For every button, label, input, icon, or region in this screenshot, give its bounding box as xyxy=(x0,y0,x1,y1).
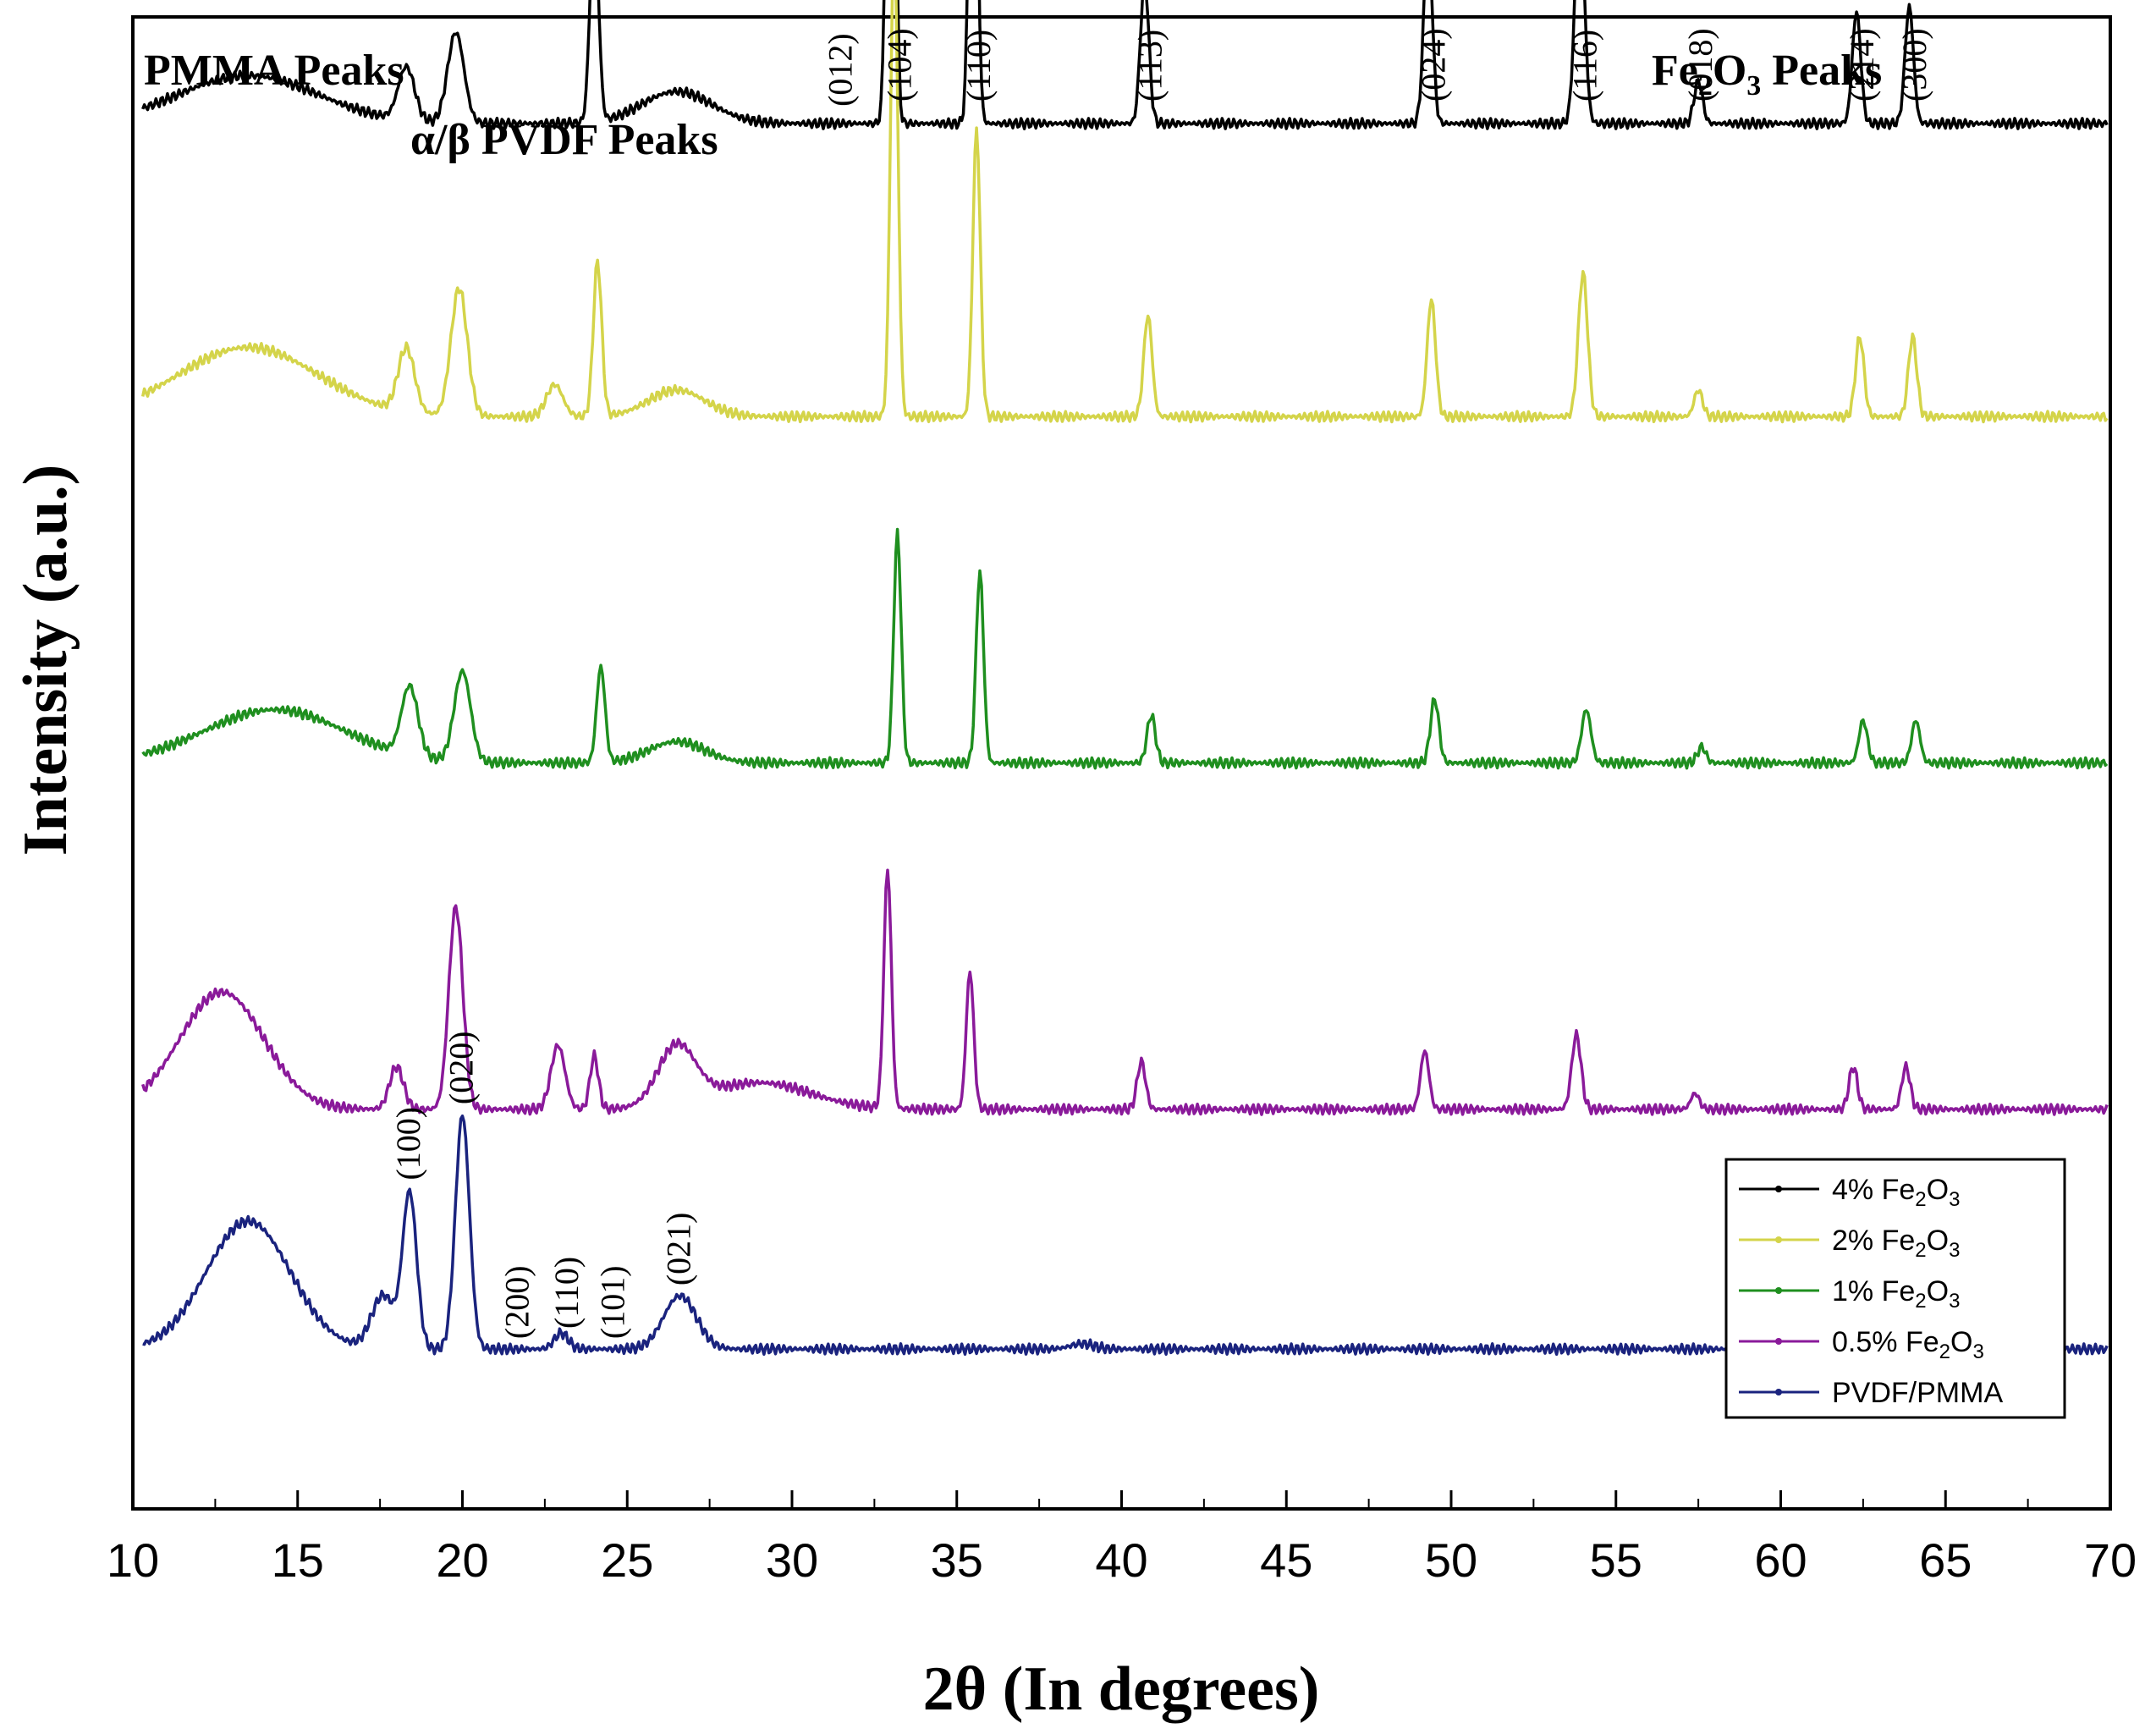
x-tick-label-2: 20 xyxy=(436,1533,488,1587)
fe2o3-peak-label-4: (024) xyxy=(1415,28,1453,102)
legend: 4% Fe2O3 2% Fe2O3 1% Fe2O3 0.5% Fe2O3 PVDF/P… xyxy=(1724,1158,2066,1419)
series-line-3 xyxy=(141,868,2109,1116)
legend-label-4: PVDF/PMMA xyxy=(1832,1377,2003,1409)
x-tick-label-1: 15 xyxy=(272,1533,324,1587)
legend-marker-1 xyxy=(1775,1236,1782,1243)
x-tick-label-11: 65 xyxy=(1919,1533,1972,1587)
x-axis-title: 2θ (In degrees) xyxy=(923,1654,1320,1724)
x-tick-label-10: 60 xyxy=(1754,1533,1807,1587)
pvdf-peak-label-3: (110) xyxy=(547,1257,586,1329)
group-label-fe2o3: Fe2O3 Peaks xyxy=(1652,47,1882,102)
series-line-0 xyxy=(141,0,2109,130)
legend-marker-3 xyxy=(1775,1338,1782,1345)
legend-label-2: 1% Fe2O3 xyxy=(1832,1275,1960,1313)
series-line-2 xyxy=(141,527,2109,770)
group-label-pvdf: α/β PVDF Peaks xyxy=(410,116,718,164)
legend-label-1: 2% Fe2O3 xyxy=(1832,1225,1960,1262)
series-layer xyxy=(140,0,2109,1357)
x-tick-label-3: 25 xyxy=(601,1533,653,1587)
legend-marker-4 xyxy=(1775,1389,1782,1395)
fe2o3-peak-label-5: (116) xyxy=(1566,30,1604,102)
fe2o3-peak-label-8: (300) xyxy=(1895,28,1933,102)
fe2o3-peak-label-3: (113) xyxy=(1131,30,1169,102)
x-tick-label-5: 35 xyxy=(931,1533,983,1587)
group-label-pmma: PMMA Peaks xyxy=(144,47,404,95)
x-tick-label-4: 30 xyxy=(766,1533,818,1587)
legend-label-0: 4% Fe2O3 xyxy=(1832,1174,1960,1211)
x-tick-label-6: 40 xyxy=(1095,1533,1147,1587)
fe2o3-peak-label-7: (214) xyxy=(1843,28,1881,102)
peak-labels: (012) (104) (110) (113) (024) (116) (018) (214)… xyxy=(389,28,1933,1339)
fe2o3-peak-label-1: (104) xyxy=(881,28,919,102)
y-axis-title: Intensity (a.u.) xyxy=(11,465,80,856)
x-axis: 10 15 20 25 30 35 40 45 50 55 60 65 70 xyxy=(107,1490,2137,1587)
pvdf-peak-label-2: (200) xyxy=(498,1265,536,1339)
fe2o3-peak-label-6: (018) xyxy=(1681,28,1719,102)
x-tick-label-9: 55 xyxy=(1590,1533,1642,1587)
series-line-1 xyxy=(140,0,2109,424)
pvdf-peak-label-1: (020) xyxy=(443,1031,481,1104)
legend-marker-0 xyxy=(1775,1186,1782,1192)
legend-marker-2 xyxy=(1775,1287,1782,1294)
fe2o3-peak-label-0: (012) xyxy=(821,33,859,107)
legend-label-3: 0.5% Fe2O3 xyxy=(1832,1326,1984,1363)
pvdf-peak-label-5: (021) xyxy=(660,1213,698,1286)
pvdf-peak-label-0: (100) xyxy=(389,1107,427,1181)
x-tick-label-12: 70 xyxy=(2084,1533,2137,1587)
legend-box xyxy=(1724,1158,2066,1419)
fe2o3-peak-label-2: (110) xyxy=(960,30,998,102)
x-tick-label-0: 10 xyxy=(107,1533,159,1587)
x-tick-label-7: 45 xyxy=(1260,1533,1312,1587)
x-tick-label-8: 50 xyxy=(1425,1533,1477,1587)
pvdf-peak-label-4: (101) xyxy=(594,1265,632,1339)
